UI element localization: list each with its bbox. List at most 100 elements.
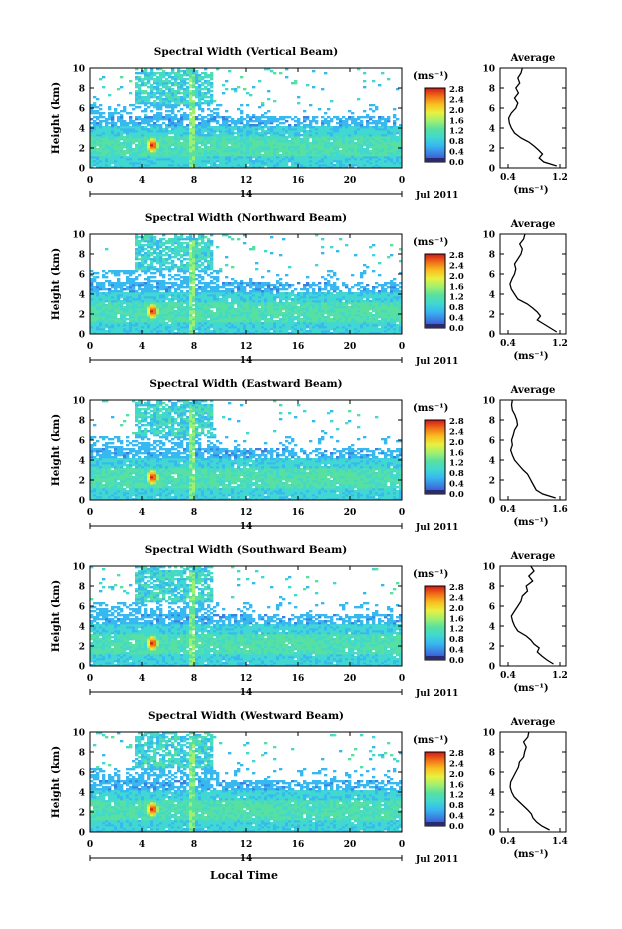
heatmap-cell: [276, 146, 280, 149]
heatmap-cell: [303, 308, 307, 311]
heatmap-cell: [336, 116, 340, 119]
heatmap-cell: [303, 162, 307, 165]
heatmap-cell: [147, 140, 151, 143]
heatmap-cell: [282, 144, 286, 147]
heatmap-cell: [192, 142, 196, 145]
heatmap-cell: [129, 318, 133, 321]
heatmap-cell: [228, 70, 232, 73]
heatmap-cell: [249, 144, 253, 147]
heatmap-cell: [375, 312, 379, 315]
heatmap-cell: [333, 144, 337, 147]
heatmap-cell: [216, 142, 220, 145]
heatmap-cell: [393, 158, 397, 161]
heatmap-cell: [369, 152, 373, 155]
heatmap-cell: [216, 112, 220, 115]
heatmap-cell: [336, 332, 340, 335]
heatmap-cell: [216, 330, 220, 333]
heatmap-cell: [288, 116, 292, 119]
heatmap-cell: [309, 330, 313, 333]
heatmap-cell: [117, 162, 121, 165]
heatmap-cell: [264, 328, 268, 331]
heatmap-cell: [120, 154, 124, 157]
heatmap-cell: [120, 114, 124, 117]
heatmap-cell: [363, 156, 367, 159]
heatmap-cell: [282, 130, 286, 133]
heatmap-cell: [198, 74, 202, 77]
heatmap-cell: [147, 78, 151, 81]
heatmap-cell: [180, 96, 184, 99]
heatmap-cell: [111, 140, 115, 143]
heatmap-cell: [342, 302, 346, 305]
heatmap-cell: [165, 106, 169, 109]
heatmap-cell: [108, 332, 112, 335]
heatmap-cell: [330, 128, 334, 131]
heatmap-cell: [303, 322, 307, 325]
heatmap-cell: [225, 162, 229, 165]
heatmap-cell: [183, 82, 187, 85]
heatmap-cell: [147, 330, 151, 333]
heatmap-cell: [159, 310, 163, 313]
heatmap-cell: [300, 148, 304, 151]
heatmap-cell: [138, 158, 142, 161]
heatmap-cell: [393, 148, 397, 151]
heatmap-cell: [399, 142, 403, 145]
heatmap-cell: [192, 158, 196, 161]
heatmap-cell: [282, 134, 286, 137]
heatmap-cell: [159, 126, 163, 129]
heatmap-cell: [303, 150, 307, 153]
heatmap-cell: [297, 300, 301, 303]
heatmap-cell: [324, 328, 328, 331]
heatmap-cell: [393, 308, 397, 311]
heatmap-cell: [318, 132, 322, 135]
heatmap-cell: [159, 158, 163, 161]
heatmap-cell: [174, 122, 178, 125]
heatmap-cell: [138, 72, 142, 75]
heatmap-cell: [264, 120, 268, 123]
heatmap-cell: [222, 138, 226, 141]
heatmap-cell: [177, 306, 181, 309]
heatmap-cell: [309, 324, 313, 327]
heatmap-cell: [174, 166, 178, 169]
heatmap-cell: [114, 326, 118, 329]
heatmap-cell: [240, 132, 244, 135]
heatmap-cell: [300, 144, 304, 147]
heatmap-cell: [147, 96, 151, 99]
heatmap-cell: [186, 128, 190, 131]
heatmap-cell: [285, 318, 289, 321]
heatmap-cell: [123, 122, 127, 125]
heatmap-cell: [264, 330, 268, 333]
heatmap-cell: [399, 164, 403, 167]
heatmap-cell: [357, 132, 361, 135]
heatmap-cell: [210, 314, 214, 317]
heatmap-cell: [186, 100, 190, 103]
heatmap-cell: [225, 118, 229, 121]
heatmap-cell: [120, 122, 124, 125]
heatmap-cell: [390, 318, 394, 321]
heatmap-cell: [306, 304, 310, 307]
heatmap-cell: [342, 308, 346, 311]
heatmap-cell: [345, 120, 349, 123]
heatmap-cell: [132, 312, 136, 315]
heatmap-cell: [162, 330, 166, 333]
heatmap-cell: [159, 302, 163, 305]
heatmap-cell: [156, 158, 160, 161]
heatmap-cell: [204, 102, 208, 105]
heatmap-cell: [117, 142, 121, 145]
heatmap-cell: [399, 130, 403, 133]
heatmap-cell: [246, 320, 250, 323]
heatmap-cell: [141, 330, 145, 333]
heatmap-cell: [306, 148, 310, 151]
heatmap-cell: [315, 328, 319, 331]
heatmap-cell: [135, 138, 139, 141]
heatmap-cell: [228, 332, 232, 335]
heatmap-cell: [357, 310, 361, 313]
heatmap-cell: [183, 102, 187, 105]
heatmap-cell: [144, 322, 148, 325]
heatmap-cell: [129, 116, 133, 119]
heatmap-cell: [351, 166, 355, 169]
heatmap-cell: [129, 120, 133, 123]
heatmap-cell: [393, 120, 397, 123]
heatmap-cell: [165, 102, 169, 105]
heatmap-cell: [372, 308, 376, 311]
heatmap-cell: [321, 320, 325, 323]
